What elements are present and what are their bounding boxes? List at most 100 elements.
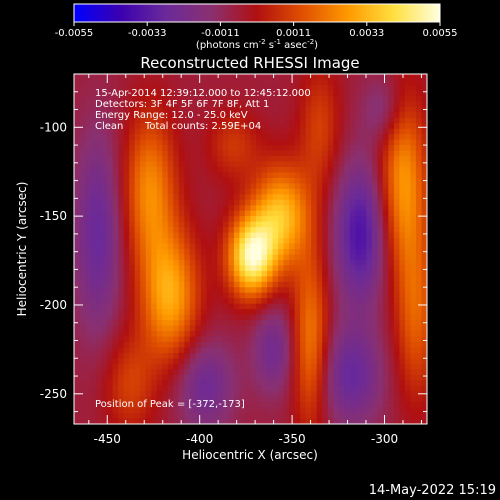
heatmap-cell: [184, 254, 191, 261]
heatmap-cell: [206, 205, 213, 212]
heatmap-cell: [349, 188, 356, 195]
heatmap-cell: [233, 84, 241, 92]
heatmap-cell: [195, 123, 202, 130]
heatmap-cell: [311, 139, 318, 146]
heatmap-cell: [156, 177, 163, 184]
heatmap-cell: [349, 205, 356, 212]
heatmap-cell: [355, 243, 362, 250]
heatmap-cell: [96, 95, 103, 102]
heatmap-cell: [140, 331, 147, 338]
heatmap-cell: [217, 90, 224, 97]
heatmap-cell: [195, 205, 202, 212]
heatmap-cell: [228, 314, 235, 321]
heatmap-cell: [316, 139, 323, 146]
heatmap-cell: [151, 369, 158, 376]
heatmap-cell: [167, 194, 174, 201]
heatmap-cell: [222, 156, 230, 163]
heatmap-cell: [85, 123, 92, 130]
heatmap-cell: [112, 194, 119, 201]
heatmap-cell: [388, 380, 395, 387]
heatmap-cell: [250, 216, 257, 223]
heatmap-cell: [211, 128, 219, 135]
heatmap-cell: [371, 161, 378, 168]
heatmap-cell: [90, 336, 97, 343]
heatmap-cell: [289, 134, 296, 141]
heatmap-cell: [156, 369, 163, 376]
heatmap-cell: [145, 177, 152, 184]
heatmap-cell: [349, 347, 356, 354]
heatmap-cell: [134, 320, 141, 327]
heatmap-cell: [211, 139, 219, 146]
heatmap-cell: [421, 227, 427, 234]
heatmap-cell: [388, 134, 395, 141]
heatmap-cell: [261, 221, 268, 228]
heatmap-cell: [305, 177, 312, 184]
heatmap-cell: [415, 177, 423, 184]
heatmap-cell: [167, 145, 174, 152]
heatmap-cell: [206, 199, 213, 206]
heatmap-cell: [377, 270, 384, 277]
heatmap-cell: [272, 128, 279, 135]
heatmap-cell: [233, 90, 241, 97]
heatmap-cell: [278, 358, 285, 365]
heatmap-cell: [399, 314, 406, 321]
heatmap-cell: [101, 106, 108, 113]
heatmap-cell: [421, 128, 427, 135]
heatmap-cell: [316, 95, 323, 102]
heatmap-cell: [244, 363, 252, 370]
heatmap-cell: [250, 380, 257, 387]
heatmap-cell: [107, 341, 114, 349]
heatmap-cell: [404, 123, 412, 130]
heatmap-cell: [178, 177, 185, 184]
heatmap-cell: [79, 172, 86, 179]
heatmap-cell: [85, 385, 92, 392]
heatmap-cell: [140, 396, 147, 403]
heatmap-cell: [366, 112, 373, 119]
heatmap-cell: [272, 221, 279, 228]
heatmap-cell: [140, 161, 147, 168]
heatmap-cell: [151, 407, 158, 414]
heatmap-cell: [305, 150, 312, 157]
heatmap-cell: [371, 303, 378, 310]
heatmap-cell: [311, 194, 318, 201]
heatmap-cell: [189, 90, 196, 97]
heatmap-cell: [366, 407, 373, 414]
heatmap-cell: [355, 74, 362, 81]
heatmap-cell: [107, 418, 114, 424]
heatmap-cell: [322, 194, 329, 201]
heatmap-cell: [206, 292, 213, 299]
heatmap-cell: [283, 232, 290, 239]
heatmap-cell: [173, 331, 180, 338]
heatmap-cell: [200, 95, 207, 102]
heatmap-cell: [244, 84, 252, 92]
heatmap-cell: [156, 391, 163, 398]
heatmap-cell: [333, 205, 340, 212]
heatmap-cell: [206, 385, 213, 392]
heatmap-cell: [311, 90, 318, 97]
heatmap-cell: [118, 210, 125, 217]
heatmap-cell: [217, 259, 224, 267]
heatmap-cell: [355, 270, 362, 277]
heatmap-cell: [195, 95, 202, 102]
heatmap-cell: [118, 347, 125, 354]
heatmap-cell: [200, 276, 207, 283]
heatmap-cell: [371, 177, 378, 184]
heatmap-cell: [261, 177, 268, 184]
heatmap-cell: [305, 188, 312, 195]
heatmap-cell: [90, 210, 97, 217]
heatmap-cell: [96, 374, 103, 381]
heatmap-cell: [261, 128, 268, 135]
heatmap-cell: [96, 336, 103, 343]
heatmap-cell: [222, 413, 230, 420]
heatmap-cell: [377, 145, 384, 152]
heatmap-cell: [74, 227, 81, 234]
heatmap-cell: [333, 320, 340, 327]
heatmap-cell: [173, 243, 180, 250]
heatmap-cell: [267, 249, 274, 256]
heatmap-cell: [96, 172, 103, 179]
heatmap-cell: [393, 385, 401, 392]
heatmap-cell: [250, 303, 257, 310]
heatmap-cell: [244, 183, 252, 190]
heatmap-cell: [399, 221, 406, 228]
heatmap-cell: [228, 106, 235, 113]
